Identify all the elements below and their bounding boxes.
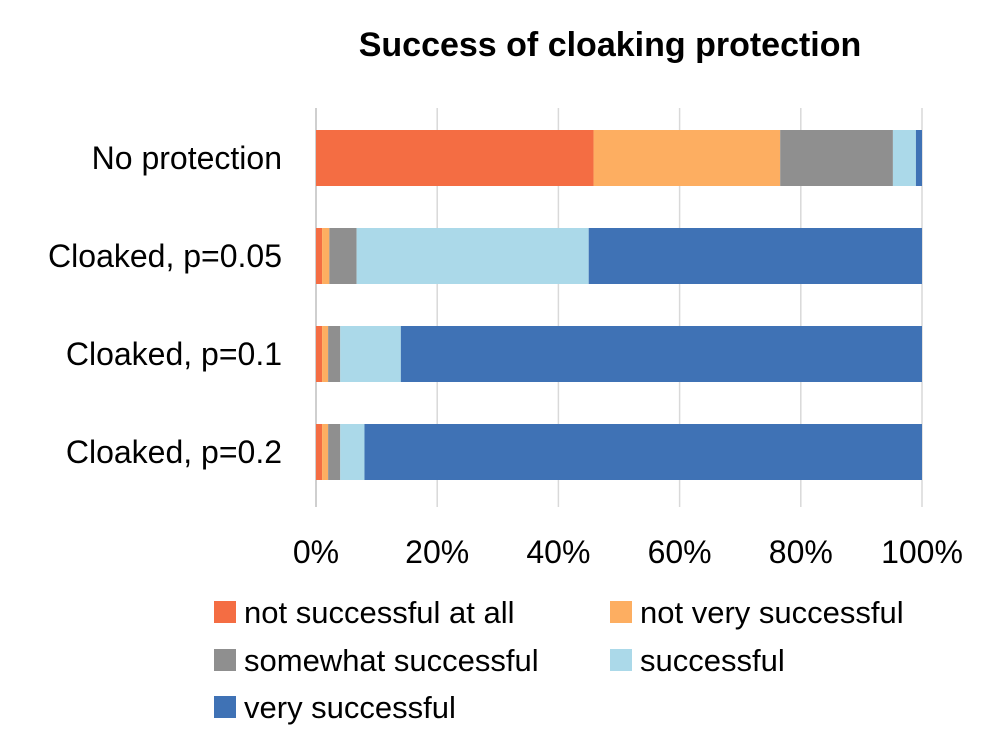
bar-segment — [915, 130, 922, 186]
bar-segment — [328, 326, 341, 382]
bar-segment — [316, 326, 323, 382]
legend-swatch — [610, 601, 632, 623]
bar-segment — [316, 130, 594, 186]
bar-segment — [780, 130, 893, 186]
x-tick-label: 0% — [293, 534, 339, 570]
x-tick-label: 40% — [526, 534, 590, 570]
bar-segment — [322, 326, 329, 382]
x-tick-labels: 0% 20% 40% 60% 80% 100% — [293, 534, 963, 570]
bar-segment — [400, 326, 923, 382]
legend-label: not very successful — [640, 595, 904, 630]
x-tick-label: 80% — [769, 534, 833, 570]
bar-segment — [322, 424, 329, 480]
legend-label: successful — [640, 643, 785, 678]
legend: not successful at all not very successful… — [214, 595, 904, 725]
category-labels: No protection Cloaked, p=0.05 Cloaked, p=0… — [48, 140, 282, 470]
legend-label: very successful — [244, 690, 456, 725]
category-label: Cloaked, p=0.05 — [48, 238, 282, 274]
chart-title: Success of cloaking protection — [359, 26, 862, 64]
legend-label: not successful at all — [244, 595, 515, 630]
bars — [316, 130, 923, 480]
bar-segment — [340, 326, 401, 382]
category-label: No protection — [92, 140, 282, 176]
legend-swatch — [214, 601, 236, 623]
bar-segment — [892, 130, 916, 186]
bar-segment — [328, 424, 341, 480]
bar-segment — [316, 424, 323, 480]
bar-segment — [322, 228, 330, 284]
x-tick-label: 100% — [881, 534, 963, 570]
bar-segment — [356, 228, 589, 284]
legend-swatch — [214, 649, 236, 671]
x-tick-label: 60% — [648, 534, 712, 570]
bar-segment — [588, 228, 922, 284]
bar-segment — [316, 228, 323, 284]
bar-segment — [329, 228, 357, 284]
x-tick-label: 20% — [405, 534, 469, 570]
category-label: Cloaked, p=0.1 — [66, 336, 282, 372]
bar-segment — [340, 424, 365, 480]
bar-segment — [364, 424, 923, 480]
category-label: Cloaked, p=0.2 — [66, 434, 282, 470]
legend-label: somewhat successful — [244, 643, 539, 678]
legend-swatch — [214, 696, 236, 718]
bar-segment — [593, 130, 781, 186]
legend-swatch — [610, 649, 632, 671]
